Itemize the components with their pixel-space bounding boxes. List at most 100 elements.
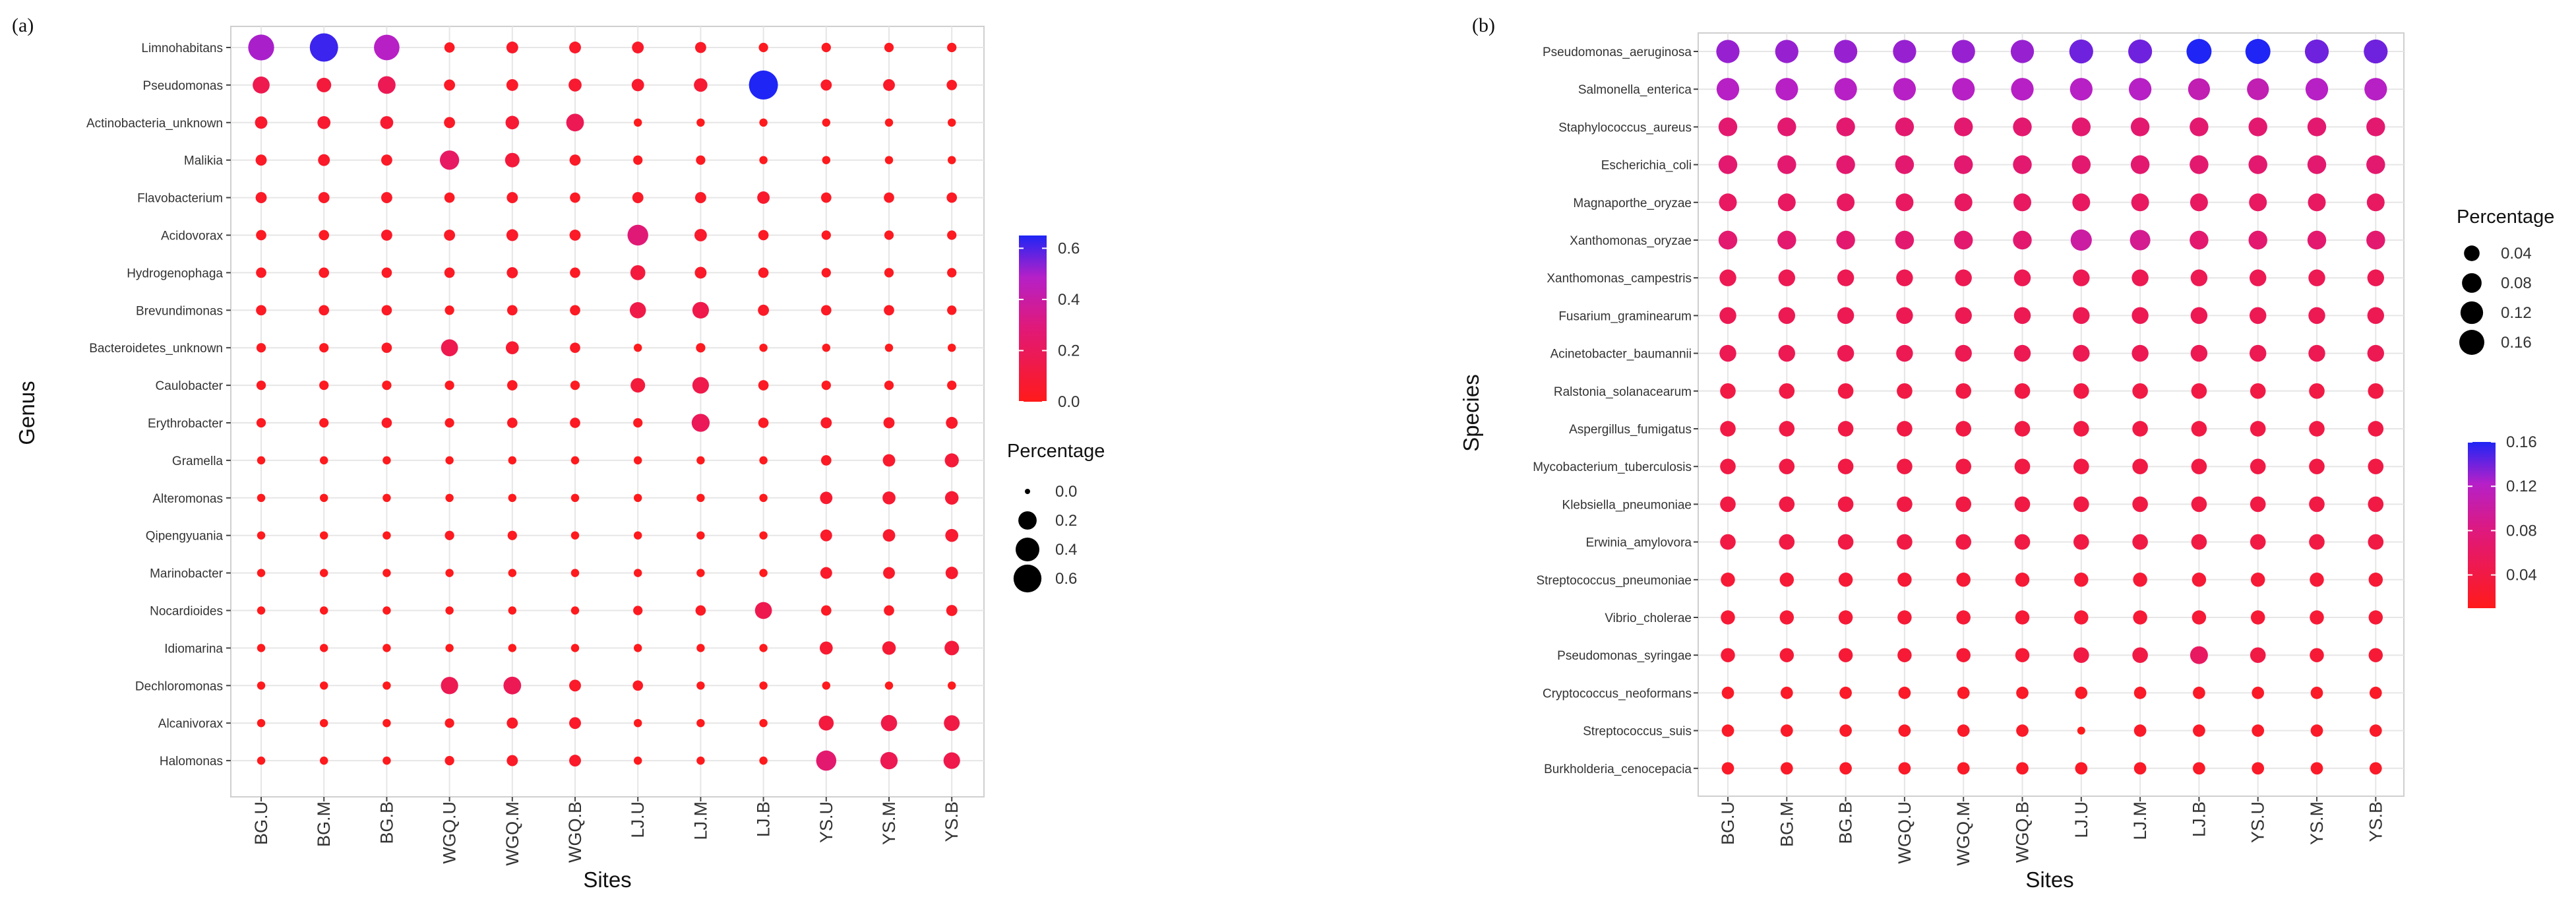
data-point [508,493,517,503]
y-tick-label: Pseudomonas [143,79,223,93]
data-point [256,230,266,241]
x-tick-label: LJ.M [2130,801,2150,840]
data-point [1721,573,1735,587]
x-tick-label: LJ.B [2189,801,2209,837]
data-point [381,154,392,166]
colorbar-tick-label: 0.08 [2506,522,2537,540]
data-point [2250,573,2265,587]
data-point [1955,269,1972,286]
data-point [1775,40,1798,63]
data-point [444,42,455,53]
data-point [822,118,831,127]
data-point [2013,269,2031,286]
data-point [944,715,960,732]
size-legend-label: 0.4 [1055,541,1077,559]
data-point [694,229,707,241]
data-point [1720,496,1736,513]
data-point [2191,496,2207,513]
data-point [257,456,266,465]
data-point [2368,648,2383,662]
data-point [1720,458,1736,475]
y-tick-label: Xanthomonas_campestris [1547,272,1692,286]
data-point [255,116,268,129]
data-point [445,569,454,577]
x-tick-label: WGQ.U [440,801,460,864]
data-point [383,756,391,765]
data-point [692,377,709,394]
data-point [1897,383,1913,399]
data-point [632,42,644,53]
data-point [1779,421,1795,437]
data-point [2015,573,2030,587]
data-point [696,531,705,540]
data-point [444,192,455,203]
x-tick-label: BG.M [1777,801,1796,847]
data-point [1777,193,1796,212]
data-point [822,343,831,352]
colorbar-tick-label: 0.12 [2506,478,2537,495]
data-point [820,455,832,466]
x-tick-label: WGQ.B [565,801,585,863]
y-tick-label: Alteromonas [152,492,223,506]
data-point [383,493,391,503]
data-point [947,268,957,278]
data-point [2132,496,2148,513]
data-point [2249,344,2267,362]
data-point [947,380,957,391]
data-point [257,644,266,652]
data-point [2131,344,2149,362]
data-point [319,230,330,241]
panel-a-y-axis-label: Genus [15,381,39,445]
data-point [2308,307,2325,325]
data-point [1779,573,1794,587]
data-point [947,343,956,352]
data-point [2368,458,2384,475]
panel-b-x-axis-label: Sites [2025,867,2073,892]
y-tick-label: Alcanivorax [158,717,224,731]
size-legend-label: 0.0 [1055,483,1077,501]
data-point [2252,724,2265,737]
data-point [1955,421,1972,437]
y-tick-label: Hydrogenophaga [127,266,223,280]
data-point [1952,78,1975,101]
data-point [1955,496,1972,513]
data-point [319,493,328,503]
data-point [1721,648,1735,662]
data-point [633,155,643,165]
data-point [2310,687,2323,699]
data-point [820,417,832,429]
data-point [2190,117,2209,137]
data-point [759,681,768,690]
data-point [383,681,391,690]
data-point [2309,496,2325,513]
data-point [1838,648,1853,662]
data-point [2369,724,2382,737]
data-point [630,265,646,280]
data-point [696,644,705,652]
data-point [1780,724,1793,737]
data-point [383,606,391,615]
panel-a-x-tick-labels: BG.U BG.M BG.B WGQ.U WGQ.M WGQ.B LJ.U LJ.M LJ.B Y… [251,797,962,865]
data-point [1898,762,1911,775]
data-point [2014,383,2031,399]
data-point [2070,78,2093,101]
data-point [505,341,519,355]
data-point [759,156,768,164]
data-point [1720,383,1736,399]
data-point [1897,458,1913,475]
data-point [256,343,266,353]
data-point [1897,496,1913,513]
data-point [946,605,958,616]
data-point [2188,78,2211,100]
data-point [1721,687,1734,699]
data-point [1957,724,1970,737]
panel-b-y-tick-labels: Pseudomonas_aeruginosa Salmonella_enteric… [1533,46,1698,776]
panel-a-plot-area [230,26,985,798]
data-point [818,715,834,731]
data-point [383,456,391,465]
data-point [380,115,394,129]
data-point [630,378,646,393]
data-point [2016,762,2029,775]
data-point [884,268,894,278]
data-point [2073,647,2089,664]
